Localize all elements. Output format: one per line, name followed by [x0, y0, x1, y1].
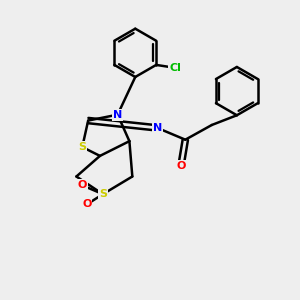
Text: S: S: [78, 142, 86, 152]
Text: O: O: [82, 200, 92, 209]
Text: N: N: [113, 110, 122, 120]
Text: O: O: [78, 180, 87, 190]
Text: Cl: Cl: [169, 63, 181, 73]
Text: O: O: [176, 161, 186, 171]
Text: N: N: [153, 123, 162, 133]
Text: S: S: [99, 189, 107, 199]
